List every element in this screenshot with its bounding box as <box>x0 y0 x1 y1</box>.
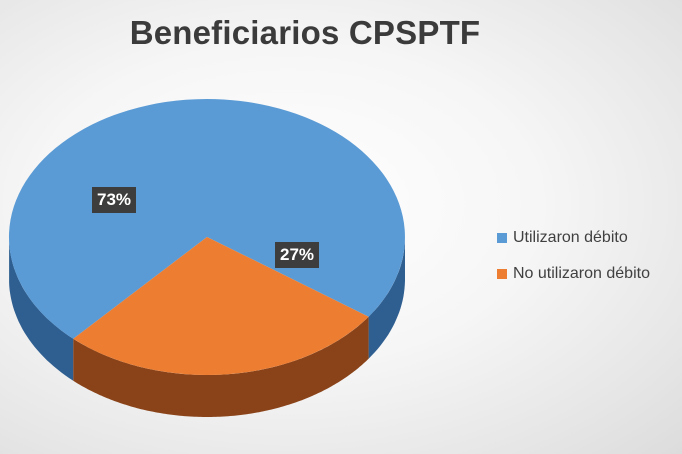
legend-swatch-blue <box>497 233 507 243</box>
legend-label: Utilizaron débito <box>513 229 628 246</box>
chart-title: Beneficiarios CPSPTF <box>129 14 481 51</box>
pie-side-0 <box>368 238 405 359</box>
pie-side-0 <box>9 240 74 381</box>
legend-item-no-utilizaron: No utilizaron débito <box>497 264 650 284</box>
data-label-utilizaron: 73% <box>92 187 137 213</box>
pie-slice-utilizaron <box>8 98 405 339</box>
legend-item-utilizaron: Utilizaron débito <box>497 228 650 248</box>
legend-swatch-orange <box>497 269 507 279</box>
pie-side-1 <box>73 316 369 417</box>
legend: Utilizaron débito No utilizaron débito <box>497 228 650 300</box>
legend-label: No utilizaron débito <box>513 265 650 282</box>
data-label-no-utilizaron: 27% <box>275 242 320 268</box>
pie-slice-no-utilizaron <box>73 237 369 375</box>
